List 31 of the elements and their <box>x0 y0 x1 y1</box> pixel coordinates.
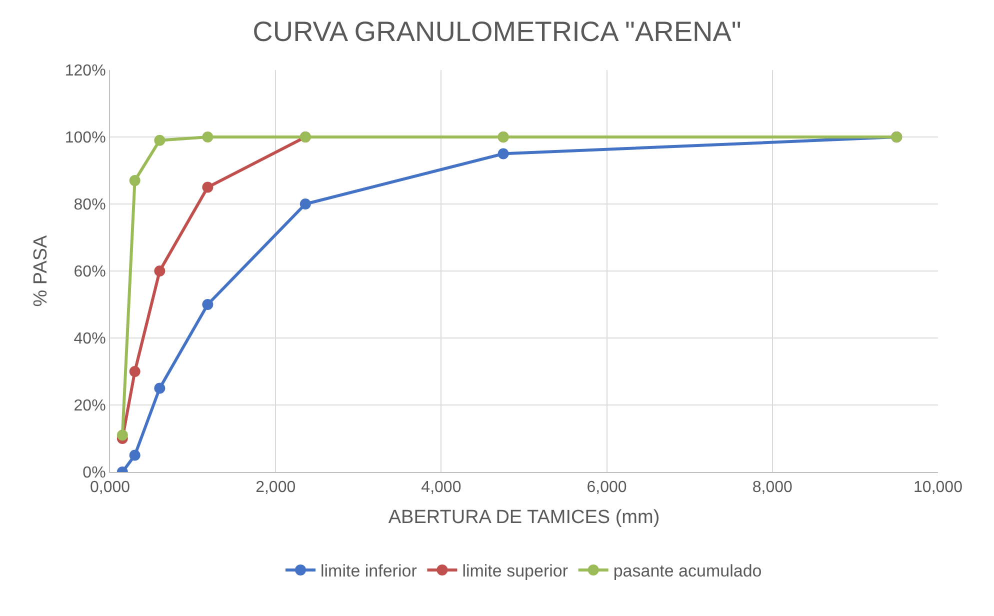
y-tick-label: 100% <box>64 130 106 147</box>
point <box>129 366 140 377</box>
point <box>202 299 214 310</box>
point <box>154 266 166 276</box>
y-tick-label: 20% <box>74 398 106 415</box>
legend-label: limite inferior <box>320 562 418 581</box>
y-tick-label: 0% <box>82 464 106 482</box>
point <box>129 450 140 461</box>
y-tick-label: 60% <box>74 264 106 281</box>
point <box>154 382 166 394</box>
x-tick-label: 8,000 <box>752 479 793 496</box>
y-axis-title: % PASA <box>30 234 52 307</box>
y-tick-label: 80% <box>74 196 106 214</box>
legend-label: pasante acumulado <box>613 562 762 581</box>
chart-title: CURVA GRANULOMETRICA "ARENA" <box>252 16 742 48</box>
x-tick-label: 4,000 <box>421 479 462 496</box>
point <box>202 182 214 193</box>
x-tick-label: 10,000 <box>914 479 963 496</box>
y-tick-label: 40% <box>74 330 106 348</box>
x-tick-label: 0,000 <box>90 479 130 496</box>
x-axis-title: ABERTURA DE TAMICES (mm) <box>388 507 660 528</box>
x-tick-label: 2,000 <box>256 479 296 496</box>
x-tick-label: 6,000 <box>586 479 627 496</box>
point <box>300 198 311 210</box>
point <box>116 430 128 441</box>
point <box>154 134 166 146</box>
legend-label: limite superior <box>462 562 568 581</box>
point <box>498 148 509 160</box>
y-tick-label: 120% <box>64 62 106 80</box>
point <box>202 132 214 142</box>
point <box>129 175 140 186</box>
